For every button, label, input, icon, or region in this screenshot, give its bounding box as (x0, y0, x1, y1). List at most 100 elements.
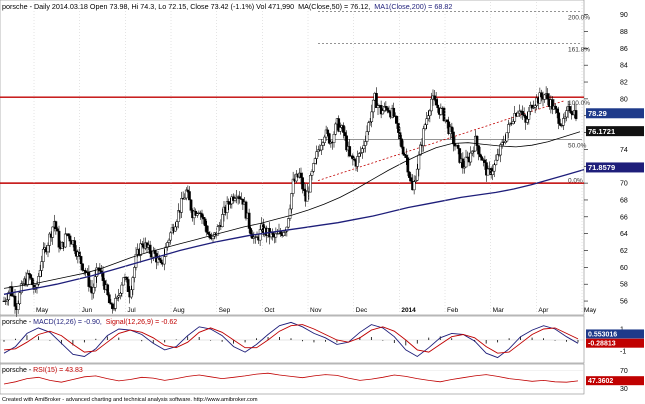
price-candle (463, 166, 466, 169)
price-candle (375, 93, 378, 109)
price-label-text: 76.1721 (588, 127, 615, 136)
price-candle (511, 121, 515, 124)
macd-label: MACD(12,26) = -0.90, (33, 319, 102, 326)
price-candle (486, 168, 490, 176)
price-candle (117, 295, 121, 298)
price-candle (334, 123, 337, 135)
x-tick-label: Dec (356, 307, 368, 314)
price-candle (40, 261, 44, 271)
macd-header: porsche - MACD(12,26) = -0.90, Signal(12… (2, 319, 177, 326)
y-tick-label: 84 (620, 63, 628, 70)
price-candle (202, 217, 205, 220)
price-candle (343, 132, 347, 137)
price-candle (370, 111, 374, 122)
price-candle (302, 188, 306, 191)
price-candle (376, 105, 380, 109)
price-candle (125, 276, 128, 280)
price-candle (316, 149, 320, 152)
moving-averages (3, 131, 585, 295)
price-candle (360, 148, 364, 153)
price-candle (19, 283, 23, 293)
price-candle (225, 201, 229, 213)
rsi-y-tick-label: 70 (620, 368, 628, 375)
price-candle (133, 267, 136, 278)
price-candle (356, 156, 359, 167)
fib-label: 161.8% (568, 46, 590, 53)
price-candle (87, 271, 91, 287)
price-candle (247, 212, 251, 229)
price-candle (10, 286, 14, 296)
price-candle (67, 233, 70, 237)
price-candle (409, 177, 413, 182)
price-candle (426, 115, 430, 119)
price-candle (453, 143, 457, 147)
price-candle (525, 119, 529, 123)
price-candle (408, 171, 411, 178)
rsi-label: RSI(15) = 43.83 (33, 367, 83, 374)
price-candle (382, 106, 386, 111)
macd-prefix: porsche - (2, 319, 33, 326)
price-candle (200, 213, 204, 218)
price-candle (353, 158, 356, 161)
price-candle (403, 153, 407, 156)
price-candle (106, 284, 110, 296)
price-candle (494, 159, 498, 165)
price-candle (332, 134, 336, 143)
y-tick-label: 88 (620, 29, 628, 36)
price-candle (41, 248, 45, 262)
ma200-line (3, 168, 585, 295)
x-tick-label: Jun (82, 307, 93, 314)
price-candle (326, 129, 330, 134)
price-candle (395, 116, 399, 124)
price-candle (183, 197, 187, 200)
price-candle (551, 99, 554, 110)
price-candle (7, 292, 11, 300)
price-candle (521, 111, 524, 115)
price-candle (543, 94, 546, 100)
price-candle (184, 189, 188, 199)
price-candle (532, 107, 535, 109)
fib-label: 0.0% (568, 178, 583, 185)
price-candle (37, 276, 40, 285)
price-candle (475, 135, 479, 146)
header-text: porsche - Daily 2014.03.18 Open 73.98, H… (2, 2, 452, 11)
rsi-series (3, 372, 579, 385)
price-candle (503, 140, 507, 143)
rsi-prefix: porsche - (2, 367, 33, 374)
price-candle (30, 277, 34, 286)
price-candle (428, 110, 432, 117)
price-candle (412, 181, 416, 191)
price-candle (569, 110, 573, 114)
price-candle (367, 122, 370, 132)
x-tick-label: Nov (310, 307, 322, 314)
y-tick-label: 60 (620, 265, 628, 272)
x-tick-label: Aug (173, 307, 185, 314)
price-candle (139, 243, 143, 256)
price-candle (35, 284, 39, 288)
price-candle (29, 274, 33, 279)
price-candle (357, 153, 361, 157)
rsi-panel: 70 30 47.3602 porsche - RSI(15) = 43.83 (0, 363, 644, 395)
footer-text: Created with AmiBroker - advanced charti… (2, 397, 258, 403)
x-tick-label: Mar (493, 307, 505, 314)
price-candle (338, 127, 342, 132)
rsi-y-tick-label: 30 (620, 386, 628, 393)
price-candle (48, 233, 51, 246)
price-candle (252, 236, 256, 239)
price-candle (516, 112, 520, 117)
price-candle (464, 156, 468, 168)
price-candle (345, 135, 348, 151)
x-tick-label: May (36, 307, 49, 314)
price-candle (93, 276, 97, 288)
price-candle (244, 201, 248, 219)
price-candle (445, 119, 449, 123)
y-tick-label: 66 (620, 214, 628, 221)
price-candle (423, 124, 427, 130)
y-tick-label: 90 (620, 12, 628, 19)
price-candle (54, 221, 58, 230)
price-candle (27, 273, 31, 275)
price-candle (294, 173, 298, 182)
price-candle (134, 254, 138, 268)
price-candle (227, 201, 231, 205)
price-candle (470, 150, 474, 154)
